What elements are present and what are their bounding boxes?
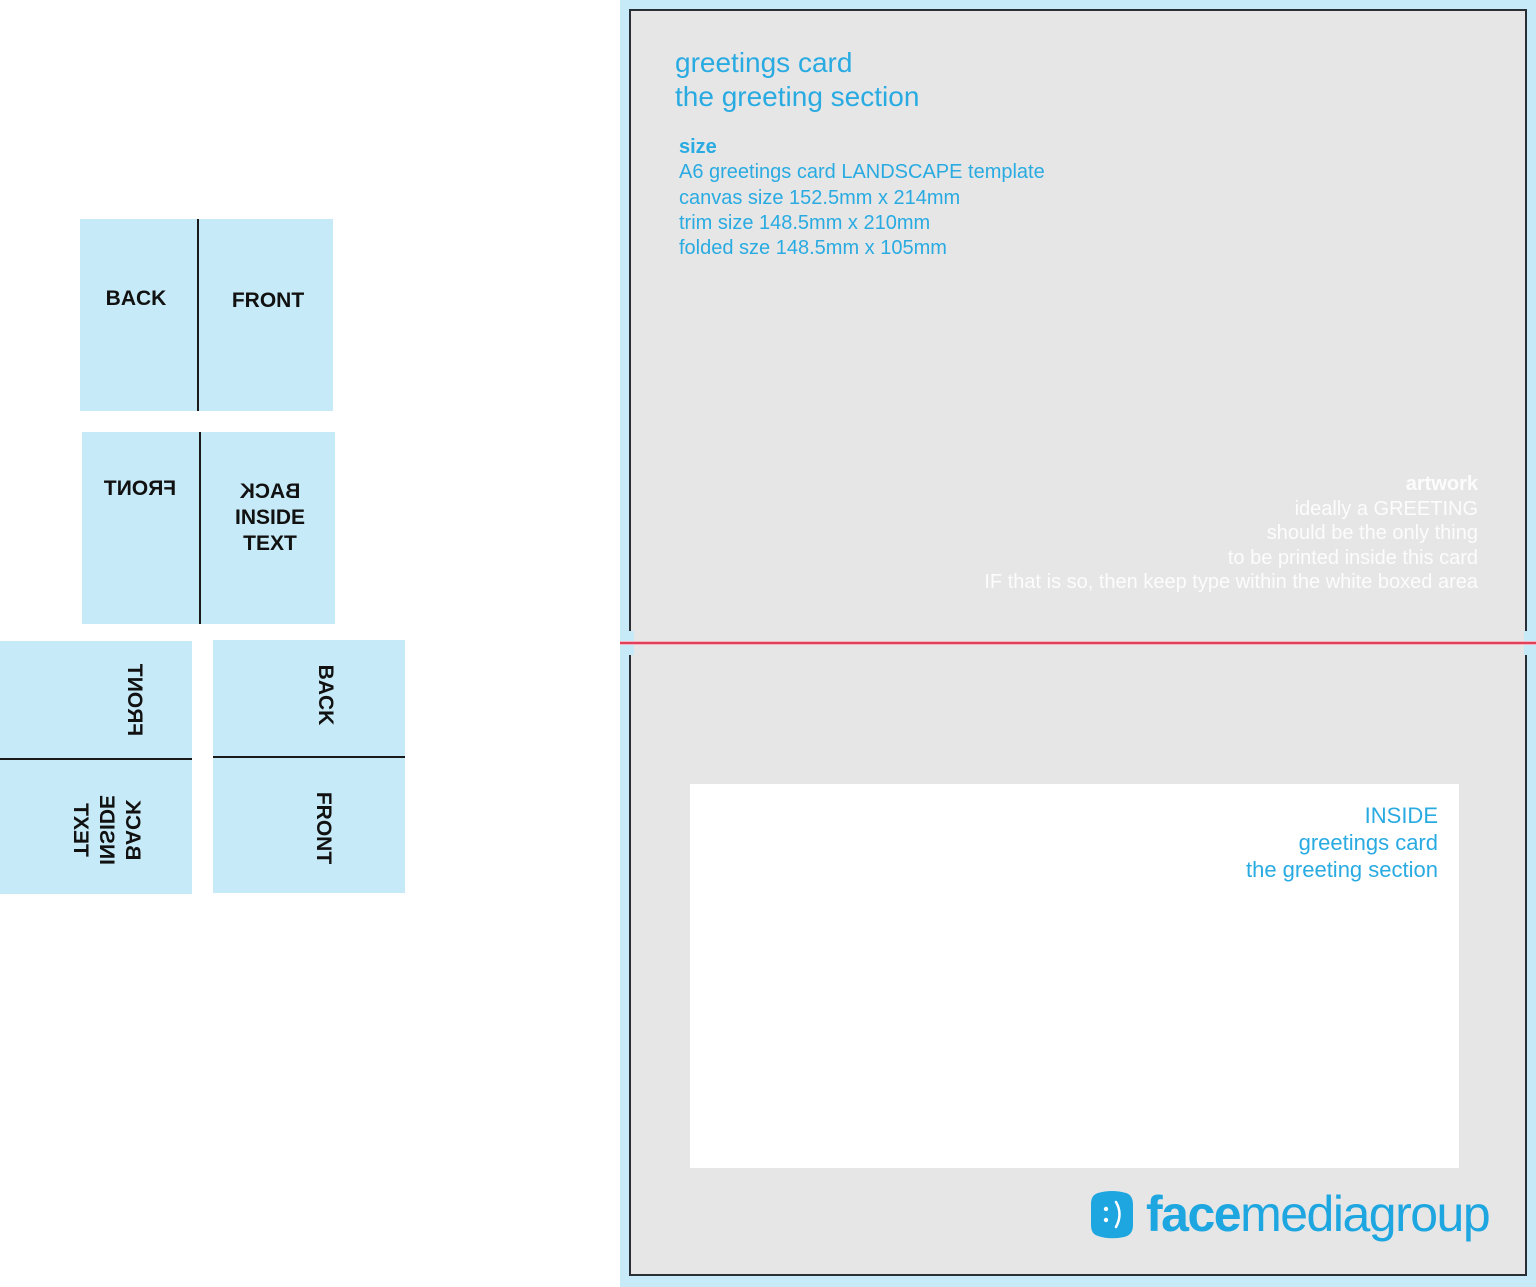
label-front-mirrored: FRONT bbox=[103, 477, 177, 500]
inside-text-safe-area: INSIDE greetings card the greeting secti… bbox=[690, 784, 1459, 1168]
title-line: greetings card bbox=[675, 47, 853, 78]
label-back-rotated: BACK bbox=[314, 664, 337, 726]
logo-wordmark: facemediagroup bbox=[1146, 1186, 1491, 1242]
inside-label: INSIDE greetings card the greeting secti… bbox=[1246, 802, 1438, 883]
label-text: TEXT bbox=[69, 803, 92, 857]
label-front-rotated: FRONT bbox=[312, 791, 335, 865]
artwork-line: to be printed inside this card bbox=[1227, 546, 1478, 569]
label-back-inside-text-rotated: BACK INSIDE TEXT bbox=[67, 795, 145, 865]
inside-line: greetings card bbox=[1298, 830, 1438, 855]
fold-line-red bbox=[620, 642, 1536, 644]
label-inside: INSIDE bbox=[234, 506, 306, 529]
artwork-note: artwork ideally a GREETING should be the… bbox=[984, 472, 1478, 595]
size-info: size A6 greetings card LANDSCAPE templat… bbox=[679, 135, 1045, 261]
artwork-heading: artwork bbox=[1405, 473, 1478, 495]
artwork-line: ideally a GREETING bbox=[1294, 497, 1478, 520]
size-line: folded sze 148.5mm x 105mm bbox=[679, 237, 947, 260]
artwork-line: IF that is so, then keep type within the… bbox=[984, 571, 1478, 594]
fold-line bbox=[213, 756, 405, 758]
label-front-rotated: FRONT bbox=[123, 663, 146, 737]
fold-diagram-step1: BACK FRONT bbox=[80, 219, 333, 411]
fold-line bbox=[197, 219, 199, 411]
face-logo-icon bbox=[1091, 1191, 1133, 1239]
label-inside: INSIDE bbox=[95, 794, 118, 866]
inside-line: the greeting section bbox=[1245, 857, 1438, 882]
size-heading: size bbox=[679, 136, 717, 158]
template-title: greetings card the greeting section bbox=[675, 46, 919, 114]
label-back-mirrored: BACK bbox=[239, 480, 301, 503]
inside-line: INSIDE bbox=[1364, 803, 1438, 828]
label-back: BACK bbox=[105, 287, 167, 310]
size-line: A6 greetings card LANDSCAPE template bbox=[679, 161, 1045, 184]
fold-diagram-step3-left: FRONT BACK INSIDE TEXT bbox=[0, 641, 192, 894]
size-line: canvas size 152.5mm x 214mm bbox=[679, 186, 961, 209]
card-template-sheet: greetings card the greeting section size… bbox=[620, 0, 1536, 1287]
label-back-inside-text: BACK INSIDE TEXT bbox=[235, 479, 305, 557]
fold-line bbox=[0, 758, 192, 760]
facemediagroup-logo: facemediagroup bbox=[1090, 1186, 1491, 1242]
size-line: trim size 148.5mm x 210mm bbox=[679, 211, 931, 234]
fold-line bbox=[199, 432, 201, 624]
label-back: BACK bbox=[121, 799, 144, 861]
label-front: FRONT bbox=[231, 289, 305, 312]
label-text: TEXT bbox=[243, 532, 297, 555]
fold-diagram-step3-right: BACK FRONT bbox=[213, 640, 405, 893]
artwork-line: should be the only thing bbox=[1266, 522, 1478, 545]
fold-diagram-step2: FRONT BACK INSIDE TEXT bbox=[82, 432, 335, 624]
title-line: the greeting section bbox=[675, 81, 920, 112]
